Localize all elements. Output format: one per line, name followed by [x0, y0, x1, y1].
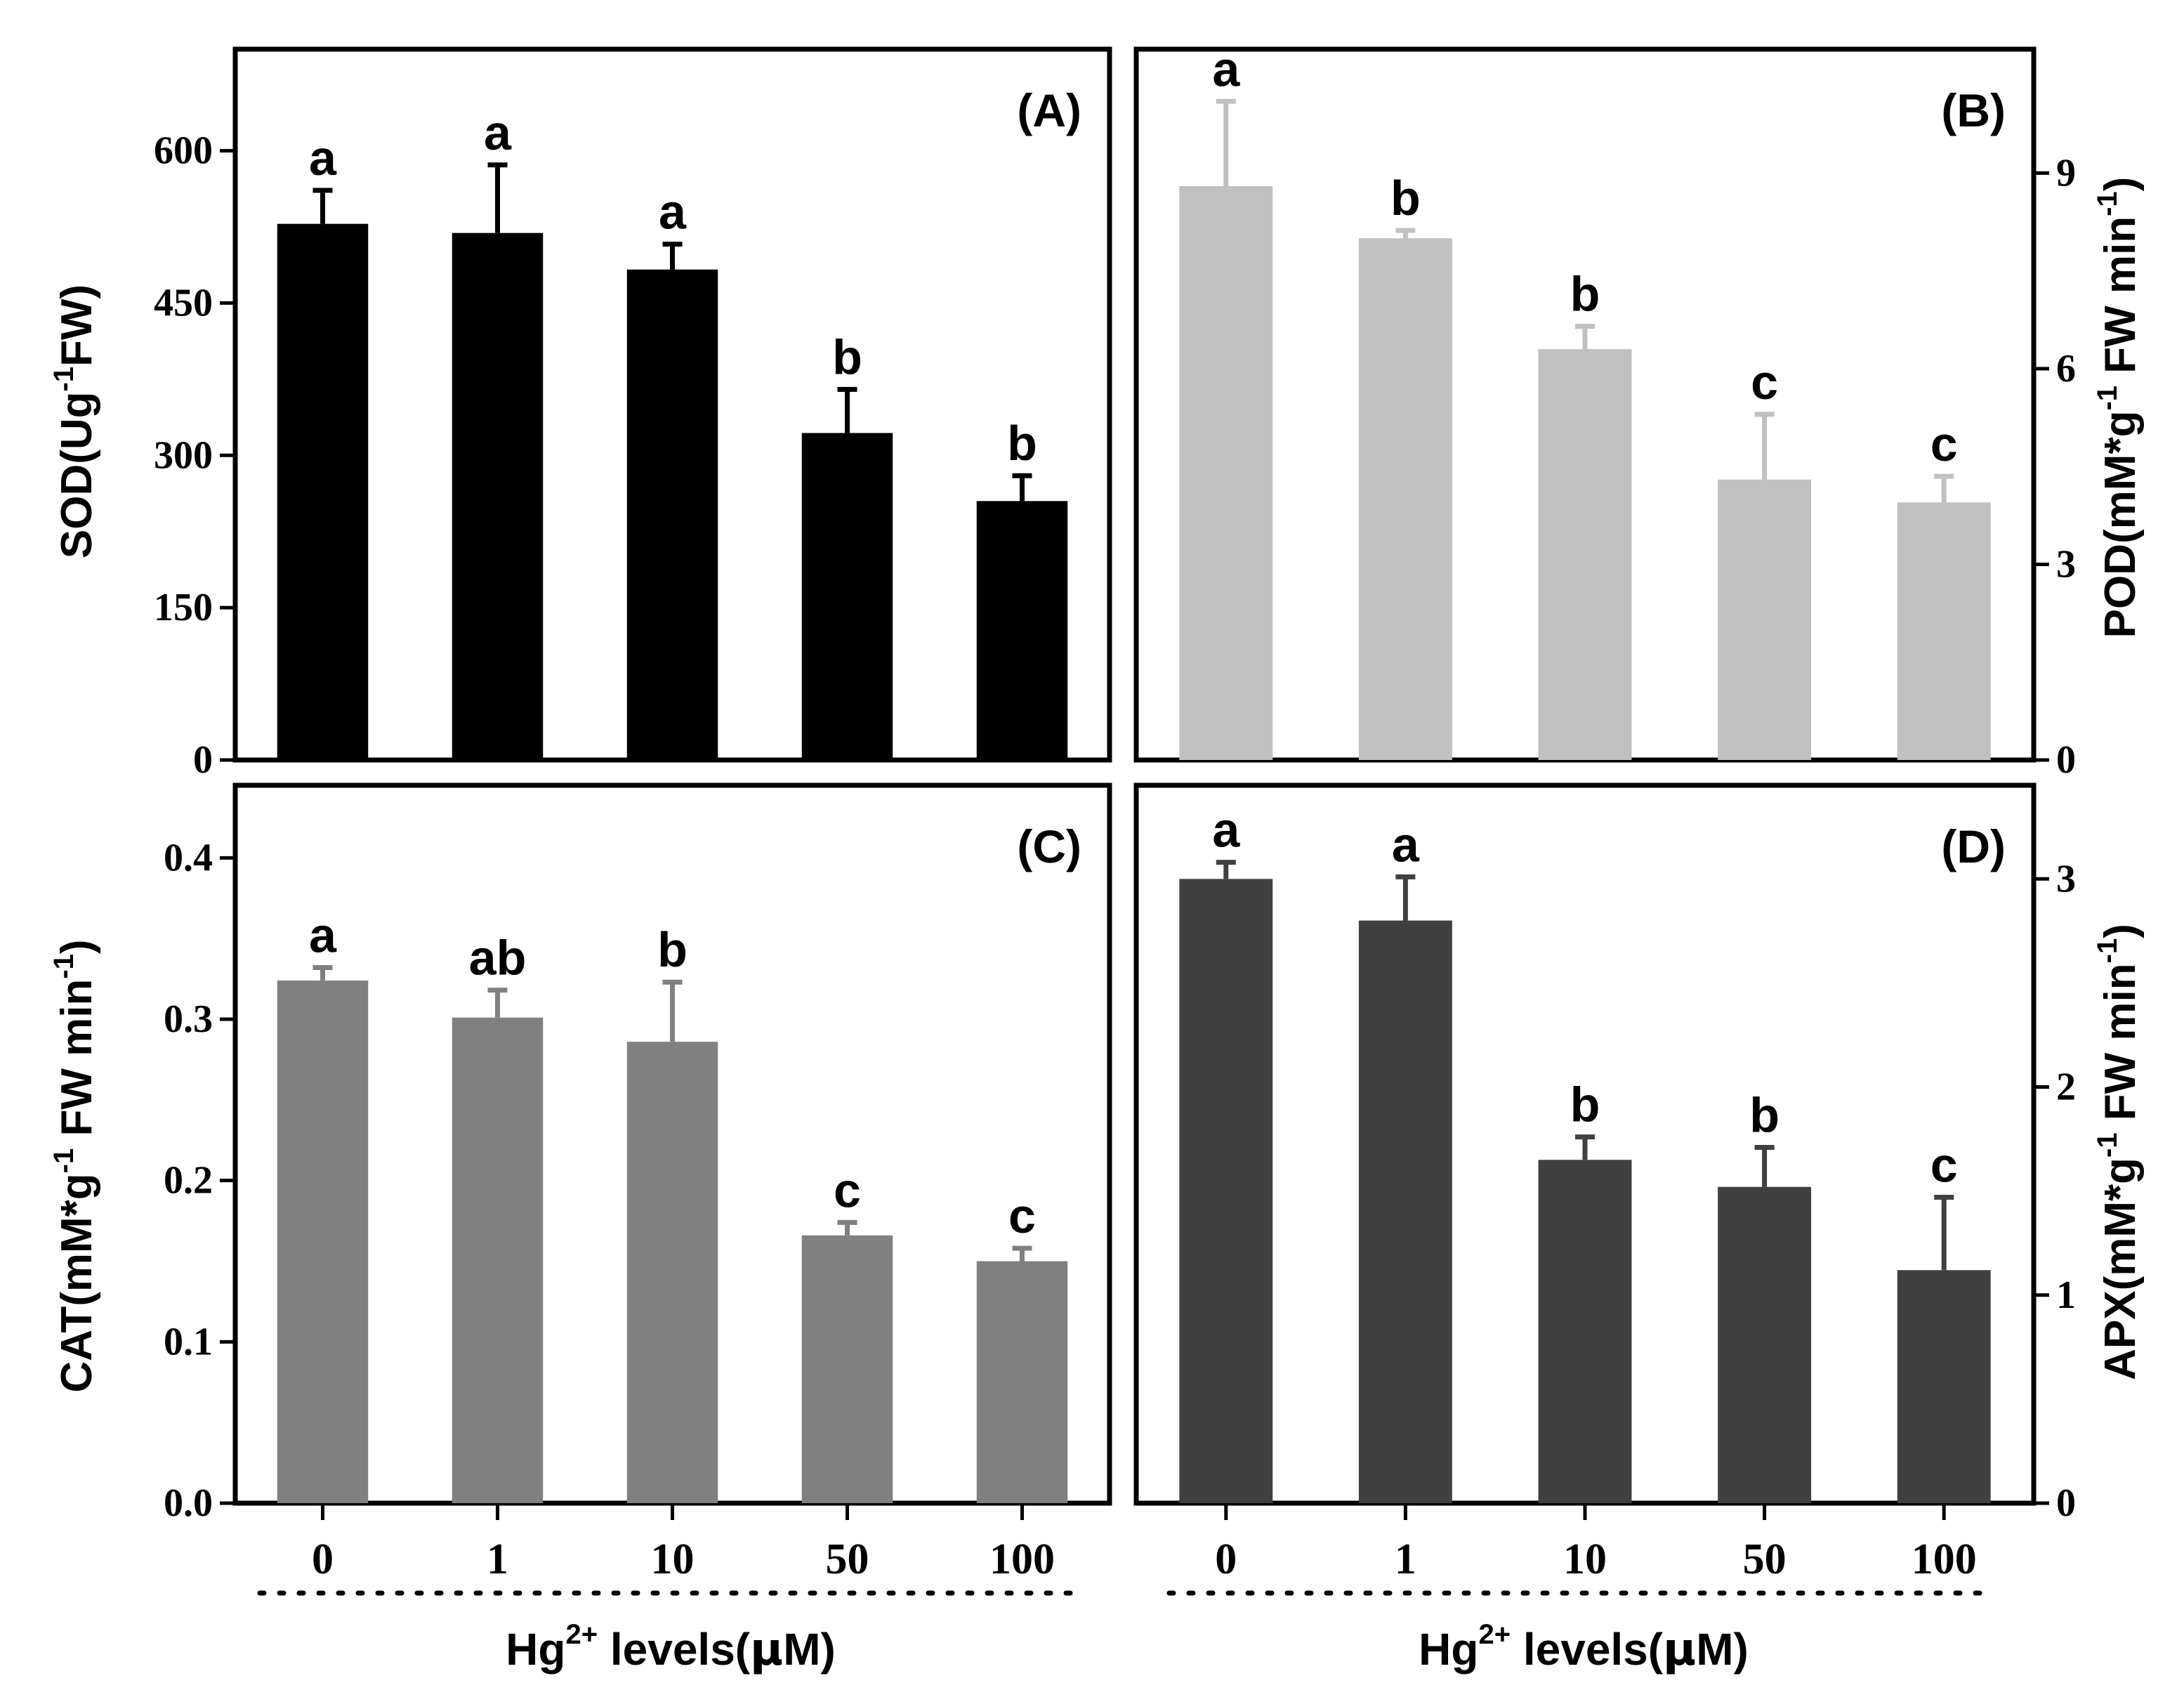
bar — [1358, 920, 1452, 1503]
bar — [277, 223, 369, 761]
y-tick-label: 0.4 — [164, 836, 213, 879]
y-tick-label: 150 — [154, 586, 213, 629]
y-tick-label: 3 — [2056, 542, 2076, 586]
y-tick-label: 9 — [2056, 151, 2076, 195]
bar — [1358, 238, 1452, 761]
bar — [452, 1017, 544, 1503]
x-tick-label: 0 — [1215, 1535, 1237, 1583]
bar — [1897, 1270, 1991, 1503]
significance-letter: a — [309, 131, 337, 185]
panel-d: 0 1 2 3 a 0 a 1 b 10 b 50 c 100 (D) — [1133, 782, 2076, 1583]
panel-label: (B) — [1941, 84, 2006, 136]
significance-letter: c — [1008, 1188, 1036, 1243]
bar — [626, 269, 718, 761]
ylabel-b: POD(mM*g-1 FW min-1) — [2092, 177, 2145, 638]
y-tick-label: 0.0 — [164, 1481, 213, 1525]
significance-letter: b — [1390, 171, 1421, 225]
significance-letter: a — [1212, 803, 1240, 858]
ylabel-c: CAT(mM*g-1 FW min-1) — [48, 939, 101, 1392]
ylabel-d: APX(mM*g-1 FW min-1) — [2092, 924, 2145, 1380]
significance-letter: b — [1007, 416, 1037, 471]
x-tick-label: 1 — [487, 1535, 508, 1583]
significance-letter: b — [832, 329, 862, 384]
y-tick-label: 0 — [2056, 738, 2076, 782]
y-tick-label: 0.3 — [164, 997, 213, 1041]
bar — [1179, 879, 1273, 1503]
bar — [801, 433, 893, 760]
significance-letter: c — [834, 1162, 861, 1217]
x-tick-label: 1 — [1395, 1535, 1416, 1583]
bar — [1718, 479, 1812, 760]
y-tick-label: 450 — [154, 281, 213, 325]
significance-letter: b — [1570, 267, 1600, 322]
bar — [1538, 349, 1632, 760]
x-tick-label: 50 — [826, 1535, 869, 1583]
panel-b: 0 3 6 9 a b b c c (B) — [1133, 41, 2076, 782]
bar — [801, 1235, 893, 1503]
significance-letter: a — [484, 105, 512, 160]
y-tick-label: 0 — [193, 738, 213, 782]
bar — [452, 232, 544, 760]
x-tick-label: 100 — [989, 1535, 1055, 1583]
significance-letter: c — [1930, 1138, 1958, 1193]
bar — [1538, 1160, 1632, 1503]
y-tick-label: 300 — [154, 433, 213, 477]
significance-letter: ab — [469, 931, 527, 985]
panel-label: (D) — [1941, 820, 2006, 872]
x-tick-label: 0 — [312, 1535, 334, 1583]
panel-c: 0.0 0.1 0.2 0.3 0.4 a 0 ab 1 b 10 c 50 c 100 (C) — [164, 782, 1112, 1583]
bar — [1897, 502, 1991, 760]
significance-letter: a — [1392, 817, 1420, 872]
significance-letter: b — [1749, 1087, 1780, 1142]
y-tick-label: 6 — [2056, 347, 2076, 391]
y-tick-label: 0 — [2056, 1481, 2076, 1525]
significance-letter: c — [1751, 355, 1778, 410]
x-tick-label: 10 — [651, 1535, 695, 1583]
y-tick-label: 0.2 — [164, 1159, 213, 1203]
bar — [976, 501, 1068, 760]
y-tick-label: 3 — [2056, 857, 2076, 900]
x-tick-label: 50 — [1743, 1535, 1787, 1583]
y-tick-label: 0.1 — [164, 1320, 213, 1363]
significance-letter: a — [1212, 41, 1240, 96]
y-tick-label: 1 — [2056, 1273, 2076, 1317]
panel-label: (C) — [1017, 820, 1081, 872]
bar — [277, 980, 369, 1503]
panel-a: 0 150 300 450 600 a a a b b (A) — [154, 46, 1112, 782]
significance-letter: b — [657, 922, 688, 977]
bar — [1179, 185, 1273, 760]
x-tick-label: 10 — [1563, 1535, 1607, 1583]
significance-letter: a — [659, 185, 687, 240]
xlabel-c: Hg2+ levels(μM) — [506, 1619, 836, 1676]
bar — [976, 1261, 1068, 1503]
bar — [626, 1042, 718, 1503]
xlabel-d: Hg2+ levels(μM) — [1419, 1619, 1749, 1676]
y-tick-label: 600 — [154, 129, 213, 173]
ylabel-a: SOD(Ug-1FW) — [48, 284, 101, 558]
panel-label: (A) — [1017, 84, 1081, 136]
significance-letter: b — [1570, 1077, 1600, 1132]
y-tick-label: 2 — [2056, 1066, 2076, 1109]
significance-letter: c — [1930, 417, 1958, 471]
significance-letter: a — [309, 908, 337, 963]
bar — [1718, 1186, 1812, 1503]
x-tick-label: 100 — [1912, 1535, 1977, 1583]
